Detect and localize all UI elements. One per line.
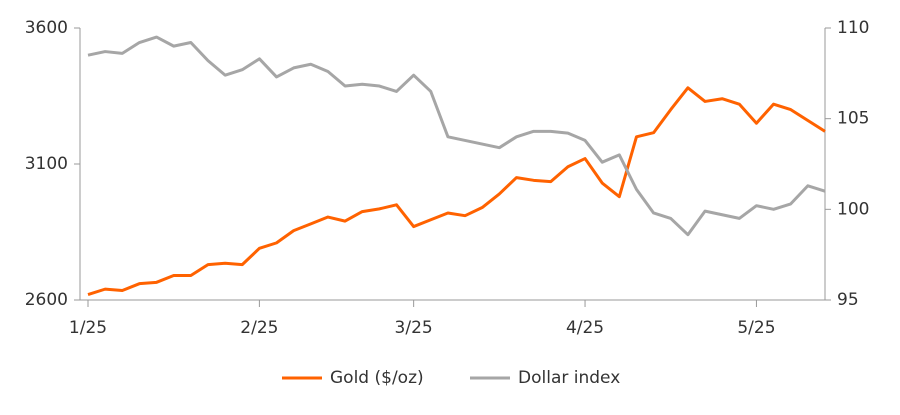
y2-tick-label: 100 <box>837 199 869 219</box>
x-tick-label: 4/25 <box>566 318 604 338</box>
legend-label: Dollar index <box>518 368 620 388</box>
y-tick-label: 2600 <box>25 290 68 310</box>
x-tick-label: 2/25 <box>240 318 278 338</box>
y-tick-label: 3100 <box>25 154 68 174</box>
y2-tick-label: 105 <box>837 109 869 129</box>
series-line <box>87 86 826 296</box>
x-tick-label: 5/25 <box>737 318 775 338</box>
y-tick-label: 3600 <box>25 18 68 38</box>
x-tick-label: 1/25 <box>69 318 107 338</box>
legend-label: Gold ($/oz) <box>330 368 424 388</box>
y2-tick-label: 110 <box>837 18 869 38</box>
x-tick-label: 3/25 <box>395 318 433 338</box>
y2-tick-label: 95 <box>837 290 859 310</box>
series-line <box>87 35 826 237</box>
